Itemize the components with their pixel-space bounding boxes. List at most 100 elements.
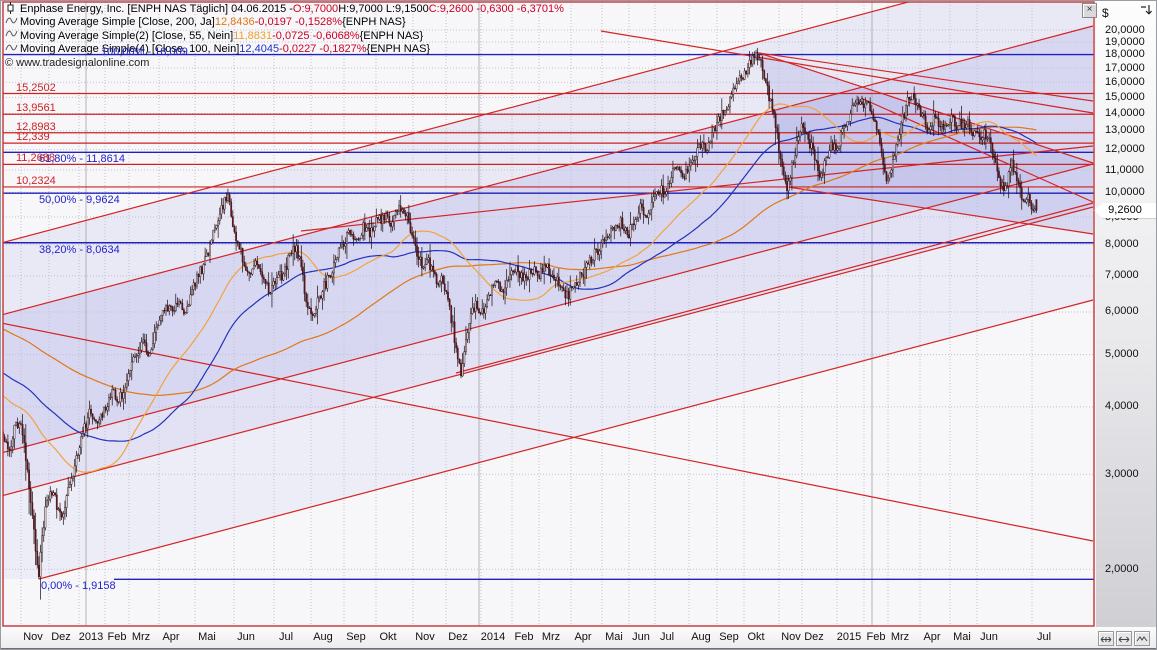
plot-area <box>3 2 1094 626</box>
legend-line-3[interactable]: Moving Average Simple(2) [Close, 55, Nei… <box>5 30 564 43</box>
legend-line-2[interactable]: Moving Average Simple [Close, 200, Ja] 1… <box>5 16 564 29</box>
x-axis-label: Mrz <box>890 631 910 643</box>
y-axis-label: 18,0000 <box>1105 48 1145 61</box>
y-axis-label: 15,0000 <box>1105 90 1145 103</box>
price-level-label: 11,2688 <box>16 152 55 165</box>
x-axis-label: Sep <box>719 631 739 643</box>
legend-text: {ENPH NAS} <box>342 16 406 29</box>
x-axis-label: Jun <box>237 631 255 643</box>
x-axis-label: Aug <box>313 631 333 643</box>
x-axis-label: Apr <box>923 631 941 643</box>
legend-text: Enphase Energy, Inc. [ENPH NAS Täglich] … <box>20 3 293 15</box>
wave-icon <box>5 29 20 43</box>
x-axis-label: Dez <box>804 631 824 643</box>
trend-line <box>3 163 1094 454</box>
arrow-expand-icon[interactable] <box>1116 631 1132 646</box>
time-axis[interactable] <box>1 627 1156 648</box>
x-axis-label: Okt <box>747 631 765 643</box>
legend: Enphase Energy, Inc. [ENPH NAS Täglich] … <box>5 1 564 70</box>
x-axis-label: Jul <box>1036 631 1052 643</box>
auto-scale-wave-icon[interactable] <box>1134 631 1150 646</box>
x-axis-label: Jul <box>278 631 294 643</box>
legend-line-4[interactable]: Moving Average Simple(4) [Close, 100, Ne… <box>5 43 564 56</box>
x-axis-label: Jun <box>980 631 998 643</box>
x-axis-label: Nov <box>415 631 435 643</box>
legend-text: {ENPH NAS} <box>359 29 424 42</box>
legend-text: 11,8831 <box>233 29 273 42</box>
x-axis-label: Mrz <box>541 631 561 643</box>
y-axis-label: 2,0000 <box>1105 562 1139 575</box>
x-axis-label: Dez <box>448 631 468 643</box>
legend-text: Moving Average Simple [Close, 200, Ja] <box>20 16 215 29</box>
x-axis-label: Feb <box>514 631 534 643</box>
x-axis-label: 2013 <box>78 631 104 643</box>
y-axis-label: 8,0000 <box>1105 238 1139 251</box>
legend-text: Moving Average Simple(2) [Close, 55, Nei… <box>20 29 234 42</box>
trend-line <box>860 97 1094 203</box>
y-axis-label: 14,0000 <box>1105 107 1145 120</box>
copyright-label: © www.tradesignalonline.com <box>5 56 150 69</box>
fibonacci-label: 100,00% - 18,009 <box>101 46 188 58</box>
fibonacci-label: 0,00% - 1,9158 <box>41 580 116 593</box>
legend-text: 12,8436 <box>214 16 255 29</box>
x-axis-label: 2014 <box>480 631 506 643</box>
y-axis-label: 6,0000 <box>1105 305 1139 318</box>
legend-text: -0,0197 -0,1528% <box>254 16 343 29</box>
y-axis-label: 3,0000 <box>1105 467 1139 480</box>
y-axis-label: 11,0000 <box>1105 163 1144 176</box>
y-axis-label: 20,0000 <box>1105 23 1145 36</box>
price-level-label: 12,339 <box>16 131 50 144</box>
x-axis-label: Apr <box>162 631 180 643</box>
x-axis-label: Mai <box>198 631 216 643</box>
fibonacci-label: 61,80% - 11,8614 <box>39 153 126 166</box>
x-axis-label: Nov <box>23 631 43 643</box>
legend-text: -0,0725 -0,6068% <box>272 29 360 42</box>
trend-line <box>3 25 1094 316</box>
legend-text: H:9,7000 L:9,1500 <box>338 3 429 15</box>
trend-line <box>600 30 1094 114</box>
x-axis-label: Feb <box>107 631 127 643</box>
trend-line <box>758 52 1094 102</box>
legend-line-1[interactable]: Enphase Energy, Inc. [ENPH NAS Täglich] … <box>5 1 564 16</box>
x-axis-label: Mrz <box>131 631 151 643</box>
current-price-badge: 9,2600 <box>1094 202 1156 219</box>
trend-line <box>455 202 1094 374</box>
arrow-compress-icon[interactable] <box>1098 631 1114 646</box>
legend-text: {ENPH NAS} <box>366 43 431 56</box>
close-icon[interactable]: × <box>1082 3 1097 18</box>
x-axis-label: Mai <box>605 631 623 643</box>
price-level-label: 15,2502 <box>16 81 56 94</box>
legend-text: -0,0227 -0,1827% <box>279 43 367 56</box>
price-axis[interactable] <box>1096 1 1156 627</box>
x-axis-label: Jul <box>659 631 675 643</box>
x-axis-label: Sep <box>346 631 366 643</box>
y-axis-label: 10,0000 <box>1105 185 1145 198</box>
x-axis-label: Dez <box>51 631 71 643</box>
price-level-label: 13,9561 <box>16 102 56 115</box>
moving-average-line <box>3 103 1037 473</box>
x-axis-label: Okt <box>379 631 397 643</box>
legend-text: C:9,2600 -0,6300 -6,3701% <box>428 3 564 15</box>
trend-line <box>787 186 1094 235</box>
y-axis-label: 7,0000 <box>1105 269 1139 282</box>
pin-scale-icon[interactable] <box>1139 4 1152 17</box>
x-axis-label: Aug <box>691 631 711 643</box>
trend-line <box>38 299 1094 580</box>
trend-line <box>3 322 1094 542</box>
price-level-label: 12,8983 <box>16 120 56 133</box>
price-level-label: 10,2324 <box>16 174 56 187</box>
trend-line <box>3 206 1094 497</box>
trend-line <box>300 145 1094 232</box>
y-axis-label: 4,0000 <box>1105 400 1139 413</box>
legend-text: O:9,7000 <box>292 3 339 15</box>
y-axis-label: 12,0000 <box>1105 143 1145 156</box>
moving-average-line <box>3 126 1037 396</box>
moving-average-line <box>3 116 1037 442</box>
trend-line <box>3 2 911 244</box>
trend-line <box>758 52 1094 164</box>
legend-text: Moving Average Simple(4) [Close, 100, Ne… <box>20 43 240 56</box>
candles-up <box>10 52 1036 578</box>
y-axis-label: 13,0000 <box>1105 124 1145 137</box>
